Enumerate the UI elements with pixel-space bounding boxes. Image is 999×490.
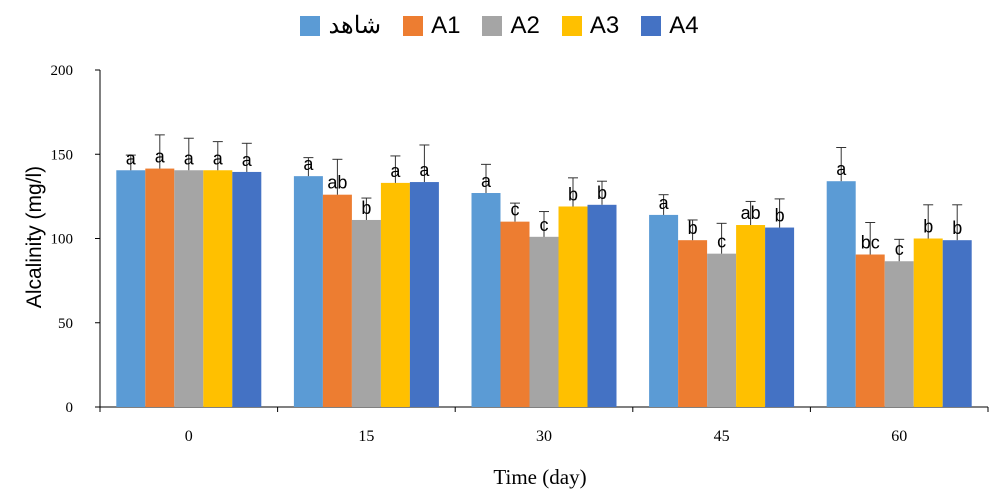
legend-swatch (403, 16, 424, 36)
data-label: a (242, 150, 253, 170)
legend-label: A3 (589, 12, 620, 39)
data-label: c (511, 200, 520, 220)
data-label: c (540, 215, 549, 235)
y-tick-label: 0 (66, 400, 74, 416)
legend-item-series-2: A1 (403, 12, 460, 40)
bar (765, 227, 795, 407)
bar (174, 170, 204, 407)
legend-item-series-4: A3 (561, 12, 620, 40)
bar (855, 254, 885, 407)
bar (203, 170, 233, 407)
bar (322, 194, 352, 407)
data-label: a (303, 154, 314, 174)
data-label: a (836, 159, 847, 179)
data-label: b (923, 217, 933, 237)
y-axis-title: Alcalinity (mg/l) (23, 165, 46, 309)
data-label: a (659, 193, 670, 213)
data-label: a (481, 171, 492, 191)
bar (232, 171, 262, 407)
bar (707, 253, 737, 407)
legend-swatch (561, 16, 582, 36)
bar (913, 238, 943, 407)
data-label: a (390, 161, 401, 181)
bar (500, 221, 530, 407)
data-label: b (952, 218, 962, 238)
bar (471, 193, 501, 407)
bar (145, 168, 175, 407)
legend-item-series-1: شاهد (300, 12, 381, 40)
bar (409, 182, 439, 407)
legend-swatch (300, 16, 321, 36)
x-tick-label: 60 (891, 428, 907, 445)
bar (116, 170, 146, 407)
x-tick-label: 15 (358, 428, 374, 445)
data-label: b (568, 184, 578, 204)
bar (529, 236, 559, 407)
data-label: b (597, 183, 607, 203)
bar (678, 240, 708, 407)
y-tick-label: 50 (58, 316, 73, 332)
legend-item-series-3: A2 (482, 12, 540, 40)
legend-swatch (482, 16, 503, 36)
data-label: a (126, 148, 137, 168)
bar (884, 261, 914, 407)
data-label: ab (327, 173, 347, 193)
data-label: c (717, 232, 726, 252)
x-tick-label: 45 (714, 428, 730, 445)
bar (587, 204, 617, 407)
bar (826, 181, 856, 407)
data-label: ab (741, 203, 761, 223)
data-label: bc (861, 233, 880, 253)
bar (351, 219, 381, 407)
bar (736, 225, 766, 407)
data-label: a (419, 160, 430, 180)
data-label: a (155, 147, 166, 167)
bar (558, 206, 588, 407)
x-tick-label: 0 (185, 428, 193, 445)
data-label: b (775, 206, 785, 226)
legend-label: A4 (669, 12, 699, 39)
x-tick-label: 30 (536, 428, 552, 445)
data-label: c (895, 239, 904, 259)
data-label: b (688, 218, 698, 238)
legend-label: A1 (431, 12, 461, 39)
x-axis-title: Time (day) (493, 465, 587, 489)
bar (293, 176, 323, 407)
y-tick-label: 150 (51, 147, 74, 163)
data-label: b (361, 198, 371, 218)
bar (380, 182, 410, 407)
legend-swatch (641, 16, 662, 36)
data-label: a (184, 148, 195, 168)
legend-label: A2 (510, 12, 540, 39)
bar (942, 240, 972, 407)
legend-item-series-5: A4 (641, 12, 699, 40)
y-tick-label: 100 (51, 232, 74, 248)
data-label: a (213, 148, 224, 168)
chart-legend: شاهد A1 A2 A3 A4 (0, 10, 999, 42)
bar (649, 214, 679, 407)
y-tick-label: 200 (51, 63, 74, 79)
legend-label: شاهد (328, 12, 382, 39)
